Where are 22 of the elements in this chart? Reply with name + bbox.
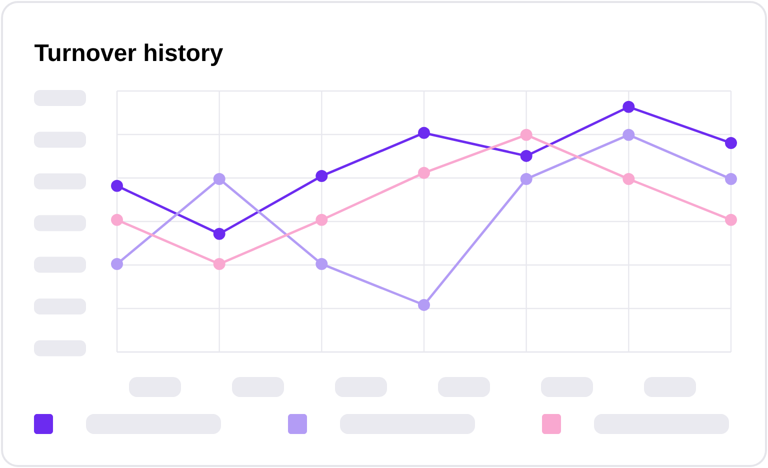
point <box>111 180 123 192</box>
point <box>622 128 635 141</box>
point <box>418 166 430 179</box>
point <box>418 298 430 311</box>
point <box>724 136 737 149</box>
point <box>724 214 737 226</box>
point <box>622 100 635 113</box>
point <box>418 126 430 139</box>
point <box>213 258 226 270</box>
point <box>520 150 532 162</box>
point <box>316 214 328 226</box>
point <box>213 228 226 240</box>
point <box>111 214 123 226</box>
point <box>520 128 532 141</box>
point <box>316 170 328 182</box>
point <box>622 172 635 185</box>
point <box>316 258 328 270</box>
point <box>520 172 532 185</box>
point <box>724 172 737 185</box>
point <box>213 172 226 185</box>
point <box>111 258 123 270</box>
chart-title: Turnover history <box>34 44 224 66</box>
